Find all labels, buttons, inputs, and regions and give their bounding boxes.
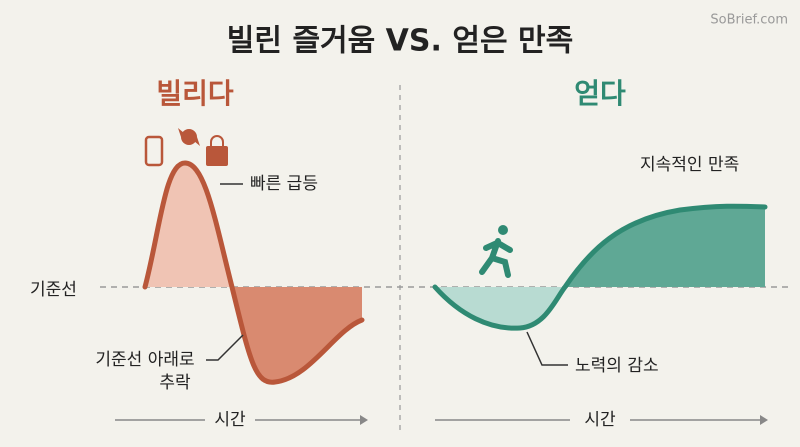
effort-area bbox=[435, 287, 565, 329]
watermark: SoBrief.com bbox=[710, 13, 788, 28]
drop-label: 기준선 아래로 bbox=[95, 350, 194, 370]
time-label: 시간 bbox=[214, 410, 246, 430]
earn-curve bbox=[432, 203, 768, 331]
runner-icon bbox=[479, 225, 513, 278]
phone-icon bbox=[144, 135, 164, 167]
baseline-label: 기준선 bbox=[30, 280, 77, 300]
right-heading: 얻다 bbox=[574, 77, 626, 110]
candy-icon bbox=[178, 128, 200, 146]
pointer bbox=[206, 334, 244, 361]
peak-label: 빠른 급등 bbox=[250, 174, 318, 194]
borrow-curve bbox=[142, 160, 365, 385]
arrow-head bbox=[360, 415, 368, 425]
bag-icon bbox=[206, 135, 228, 166]
loss-area bbox=[232, 287, 362, 383]
arrow-head bbox=[760, 415, 768, 425]
left-heading: 빌리다 bbox=[156, 77, 234, 110]
dip-label: 노력의 감소 bbox=[575, 356, 659, 376]
time-label: 시간 bbox=[584, 410, 616, 430]
drop-label: 추락 bbox=[159, 373, 191, 393]
pointer bbox=[526, 331, 568, 366]
title: 빌린 즐거움 VS. 얻은 만족 bbox=[227, 24, 573, 59]
satisfaction-area bbox=[565, 206, 765, 287]
rise-label: 지속적인 만족 bbox=[640, 155, 739, 175]
